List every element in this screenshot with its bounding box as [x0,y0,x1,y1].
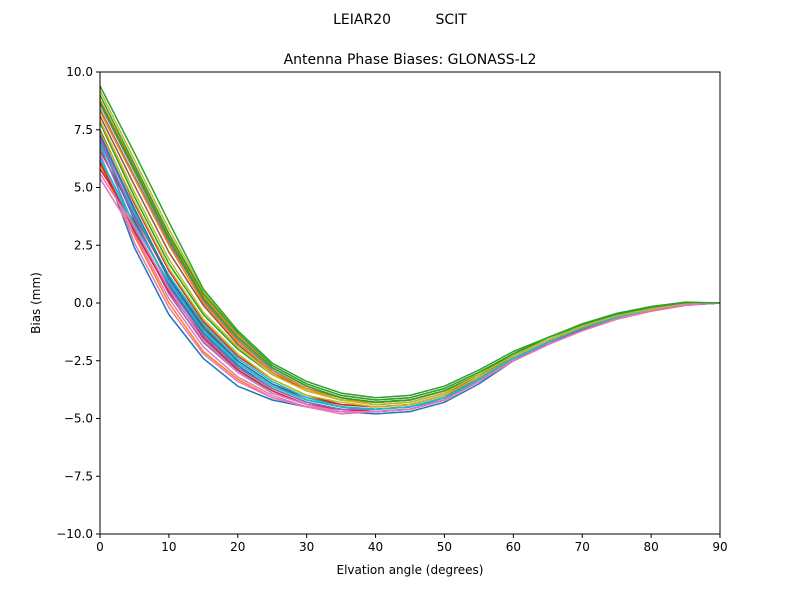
plot-frame [99,71,721,535]
series-line-9 [99,90,721,401]
x-tick-label: 50 [437,540,452,554]
x-axis-ticks: 0 10 20 30 40 50 60 70 80 90 [96,534,728,554]
figure-suptitle: LEIAR20 SCIT [333,12,467,28]
x-tick-label: 90 [712,540,727,554]
x-axis-label: Elvation angle (degrees) [337,563,484,577]
x-tick-label: 20 [230,540,245,554]
y-tick-label: 10.0 [66,65,93,79]
series-line-26 [99,157,721,411]
x-tick-label: 40 [368,540,383,554]
x-tick-label: 60 [506,540,521,554]
y-tick-label: −7.5 [64,469,93,483]
series-line-28 [99,173,721,413]
series-line-23 [99,101,721,404]
y-tick-label: −10.0 [56,527,93,541]
y-tick-label: 5.0 [74,181,93,195]
y-tick-label: 7.5 [74,123,93,137]
series-line-16 [99,115,721,406]
x-tick-label: 80 [643,540,658,554]
chart-title: Antenna Phase Biases: GLONASS-L2 [284,52,537,68]
y-tick-label: 2.5 [74,238,93,252]
series-line-22 [99,110,721,404]
y-tick-label: −2.5 [64,354,93,368]
series-line-29 [99,85,721,399]
x-tick-label: 0 [96,540,104,554]
series-line-18 [99,103,721,404]
y-axis-ticks: 10.0 7.5 5.0 2.5 0.0 −2.5 −5.0 −7.5 −10.0 [56,65,100,541]
x-tick-label: 70 [575,540,590,554]
x-tick-label: 10 [161,540,176,554]
series-line-3 [99,122,721,404]
series-line-27 [99,120,721,406]
series-line-13 [99,94,721,401]
y-tick-label: 0.0 [74,296,93,310]
x-tick-label: 30 [299,540,314,554]
y-tick-label: −5.0 [64,412,93,426]
series-lines [99,85,721,415]
series-line-12 [99,99,721,404]
y-axis-label: Bias (mm) [29,272,43,334]
series-line-8 [99,108,721,404]
